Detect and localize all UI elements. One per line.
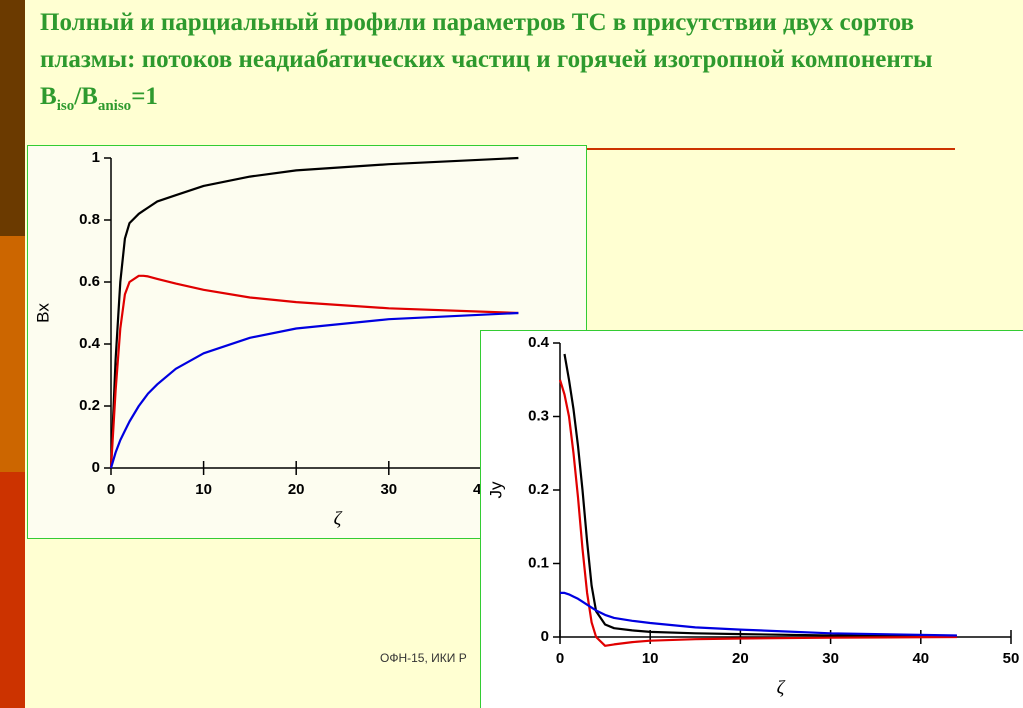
y-axis-label: Bx: [33, 303, 52, 323]
x-tick-label: 40: [912, 650, 929, 667]
title-text: /B: [74, 83, 98, 110]
y-tick-label: 0.8: [79, 211, 100, 228]
y-tick-label: 0.6: [79, 273, 100, 290]
y-tick-label: 0.2: [79, 397, 100, 414]
y-tick-label: 0.4: [528, 334, 550, 351]
y-tick-label: 0: [92, 459, 100, 476]
y-tick-label: 1: [92, 149, 100, 166]
y-tick-label: 0.4: [79, 335, 101, 352]
series-line: [109, 311, 519, 469]
series-line: [563, 353, 957, 638]
band: [0, 236, 25, 472]
title-text: Полный и парциальный профили параметров …: [40, 9, 933, 110]
chart-panel: 0 0.1 0.2 0.3 0.4 0 10 20 30 40 50 Jy ζ: [480, 330, 1023, 708]
band: [0, 472, 25, 708]
x-tick-label: 0: [556, 650, 564, 667]
series-line: [109, 274, 519, 469]
series-line: [558, 379, 957, 647]
x-tick-label: 30: [380, 481, 397, 498]
x-tick-label: 20: [288, 481, 305, 498]
x-tick-label: 0: [107, 481, 115, 498]
title-sub: iso: [56, 98, 75, 114]
x-tick-label: 20: [732, 650, 749, 667]
y-tick-label: 0.3: [528, 407, 549, 424]
slide-title: Полный и парциальный профили параметров …: [40, 4, 1000, 125]
x-tick-label: 10: [642, 650, 659, 667]
chart: 0 0.1 0.2 0.3 0.4 0 10 20 30 40 50 Jy ζ: [486, 334, 1020, 698]
y-tick-label: 0: [541, 628, 549, 645]
series-line: [560, 591, 957, 637]
y-tick-label: 0.1: [528, 554, 549, 571]
title-sub: aniso: [97, 98, 132, 114]
x-tick-label: 30: [822, 650, 839, 667]
footer: ОФН-15, ИКИ Р: [380, 651, 467, 665]
series-line: [109, 156, 519, 469]
y-tick-label: 0.2: [528, 481, 549, 498]
band: [0, 0, 25, 236]
x-tick-label: 10: [195, 481, 212, 498]
x-axis-label: ζ: [777, 677, 786, 698]
title-text: =1: [131, 83, 158, 110]
chart: 00.20.40.60.8101020304050Bxζ: [33, 149, 582, 529]
y-axis-label: Jy: [486, 481, 505, 499]
x-axis-label: ζ: [334, 508, 343, 529]
x-tick-label: 50: [1003, 650, 1020, 667]
